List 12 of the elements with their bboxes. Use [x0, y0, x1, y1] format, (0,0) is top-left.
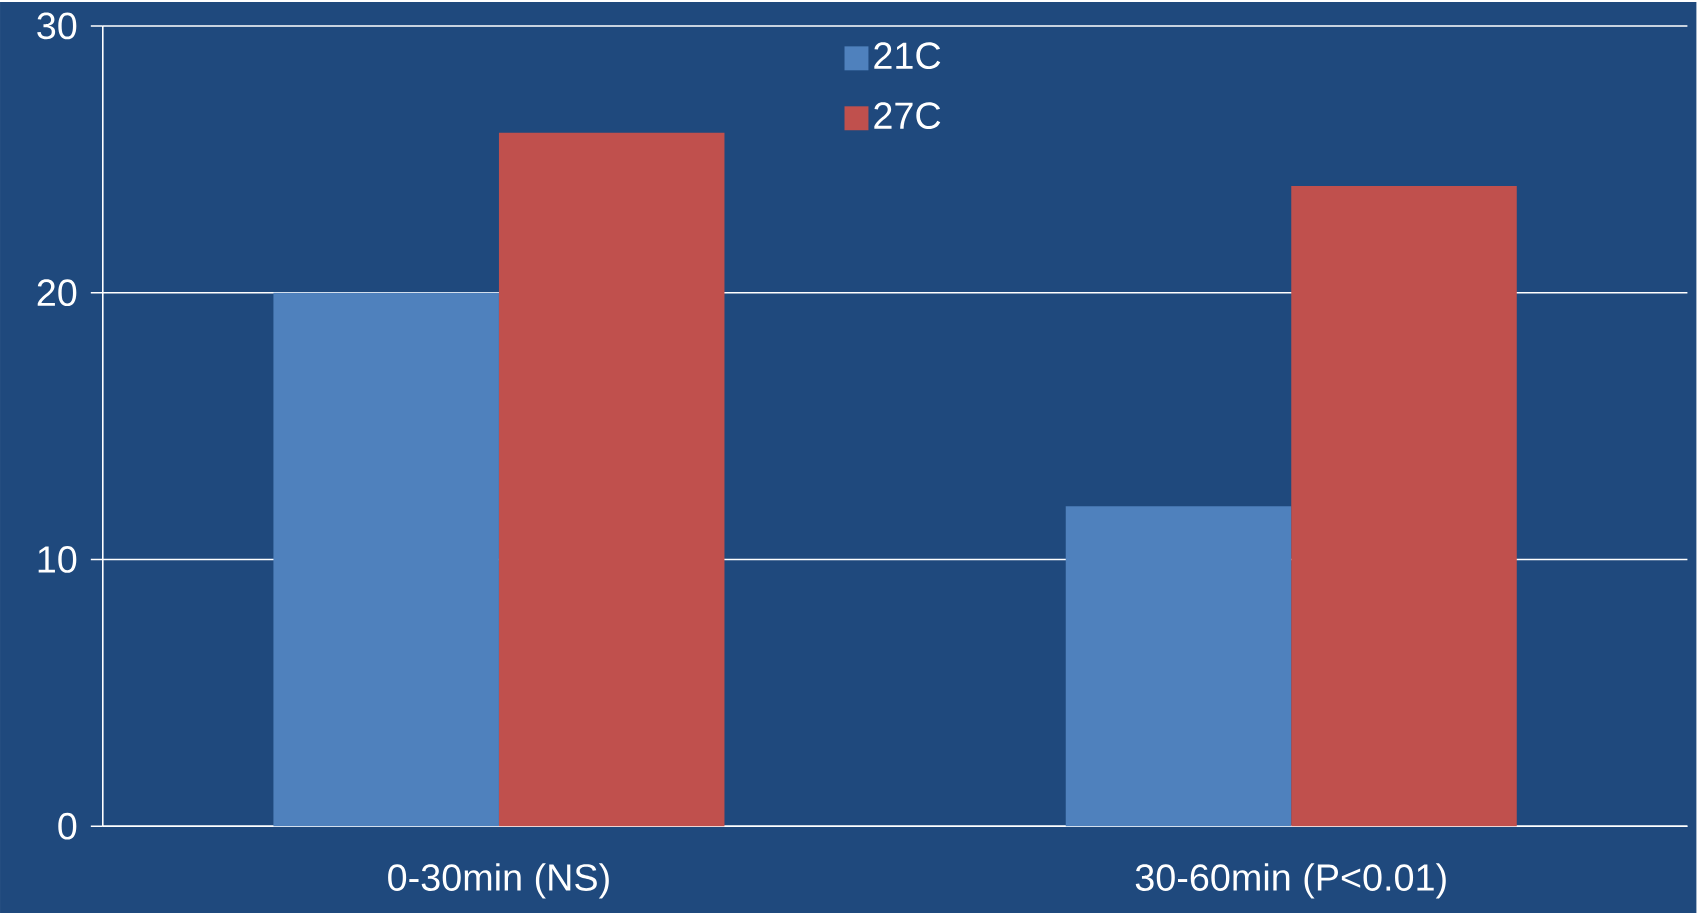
y-tick-label: 10 — [38, 546, 77, 573]
legend-label: 21C — [874, 42, 941, 70]
legend-label: 27C — [874, 102, 941, 129]
bar — [1291, 185, 1517, 827]
y-tick-label: 20 — [37, 279, 77, 307]
bar — [1065, 506, 1292, 827]
bar — [498, 132, 725, 827]
bar — [273, 292, 499, 827]
y-tick-label: 30 — [37, 12, 77, 40]
x-tick-label: 0-30min (NS) — [388, 863, 609, 899]
x-tick-label: 30-60min (P<0.01) — [1135, 863, 1446, 899]
y-tick-label: 0 — [58, 812, 77, 840]
